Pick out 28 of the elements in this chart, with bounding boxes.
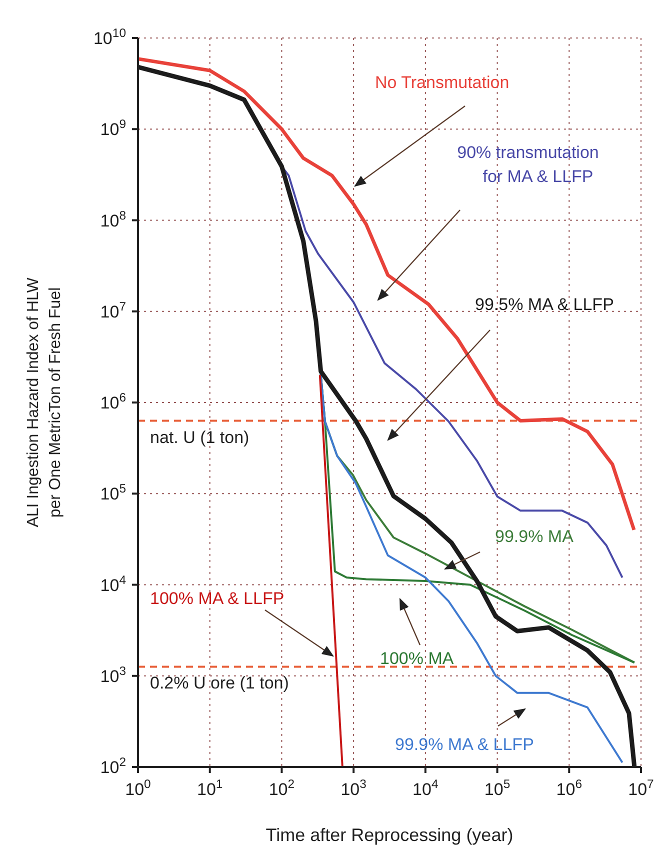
- text: 99.9% MA: [495, 527, 574, 546]
- x-tick-label: 10$^{0}$: [125, 777, 152, 799]
- y-tick-label: 10$^{4}$: [100, 572, 126, 595]
- y-tick-label: 10$^{3}$: [100, 664, 126, 686]
- x-tick-label: 10$^{4}$: [412, 777, 438, 799]
- y-tick-label: 10$^{6}$: [100, 390, 126, 412]
- text: 99.9% MA & LLFP: [395, 735, 534, 754]
- y-tick-label: 10$^{9}$: [100, 117, 126, 140]
- y-tick-label: 10$^{5}$: [100, 482, 126, 504]
- y-tick-label: 10$^{8}$: [100, 208, 126, 230]
- text: 90% transmutation for MA & LLFP: [457, 143, 599, 186]
- x-tick-label: 10$^{7}$: [628, 777, 654, 799]
- x-tick-label: 10$^{1}$: [196, 777, 223, 799]
- text: 100% MA & LLFP: [150, 589, 284, 608]
- x-tick-label: 10$^{6}$: [556, 777, 582, 799]
- text: 99.5% MA & LLFP: [475, 295, 614, 314]
- x-tick-label: 10$^{2}$: [268, 777, 295, 799]
- y-tick-label: 10$^{7}$: [100, 299, 126, 322]
- ref-line-label: 0.2% U ore (1 ton): [150, 674, 289, 693]
- x-tick-label: 10$^{5}$: [484, 777, 510, 799]
- ref-line-label: nat. U (1 ton): [150, 428, 250, 447]
- y-axis-title: ALI Ingestion Hazard Index of HLW per One MetricTon of Fresh Fuel: [25, 276, 64, 528]
- y-tick-label: 10$^{10}$: [93, 26, 126, 48]
- x-tick-label: 10$^{3}$: [340, 777, 367, 799]
- x-axis-title: Time after Reprocessing (year): [266, 825, 514, 845]
- y-tick-label: 10$^{2}$: [100, 755, 126, 777]
- text: 100% MA: [380, 649, 454, 668]
- text: No Transmutation: [375, 73, 510, 92]
